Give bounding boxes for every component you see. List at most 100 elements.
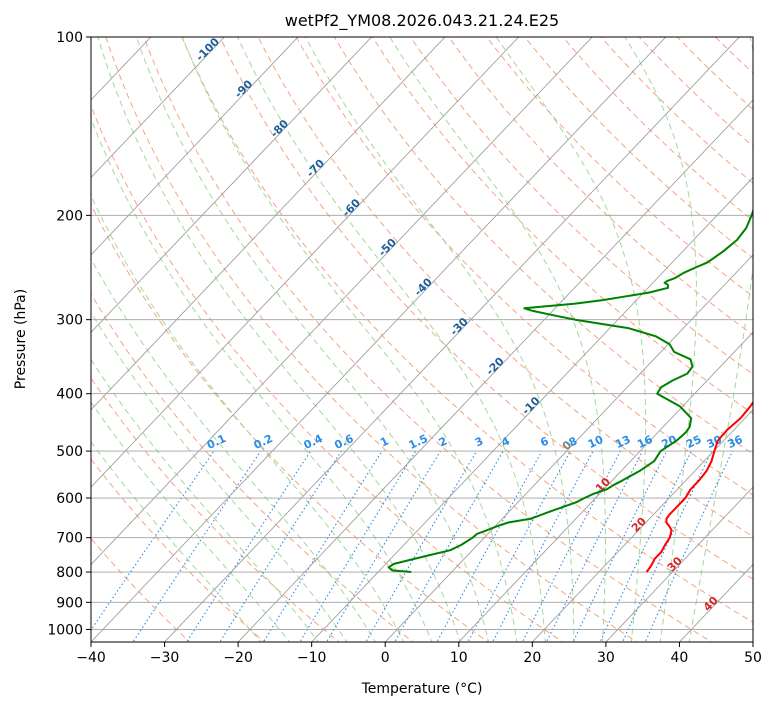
y-tick-label: 200: [56, 208, 83, 224]
isotherm-line: [91, 37, 520, 488]
y-tick-label: 600: [56, 491, 83, 507]
mixing-ratio-line: [132, 450, 262, 642]
x-tick-label: −30: [150, 650, 180, 666]
isotherm-line: [163, 37, 740, 642]
dry-adiabat: [143, 37, 713, 642]
mixing-ratio-label: 36: [725, 433, 745, 451]
y-tick-label: 900: [56, 595, 83, 611]
mixing-ratio-line: [394, 450, 504, 642]
plot-frame: [90, 36, 754, 643]
mixing-ratio-line: [599, 450, 692, 642]
mixing-ratio-line: [185, 450, 312, 642]
x-tick-label: 30: [597, 650, 615, 666]
moist-adiabat: [181, 37, 518, 642]
isotherm-line: [237, 99, 753, 642]
isotherm-label: 20: [629, 514, 649, 534]
dry-adiabat: [676, 37, 753, 111]
mixing-ratio-line: [365, 450, 478, 642]
mixing-ratio-line: [436, 450, 543, 642]
isotherm-line: [384, 254, 753, 642]
isotherm-line: [91, 37, 373, 333]
isotherm-label: 30: [665, 554, 685, 574]
mixing-ratio-label: 25: [684, 433, 703, 451]
dry-adiabat: [257, 37, 753, 538]
isotherm-label: -10: [519, 394, 542, 417]
x-tick-label: 40: [671, 650, 689, 666]
dry-adiabat: [448, 37, 753, 336]
x-tick-label: 50: [744, 650, 762, 666]
dry-adiabat: [714, 37, 753, 74]
mixing-ratio-label: 13: [613, 433, 632, 451]
isotherm-label: -40: [412, 275, 435, 298]
mixing-ratio-label: 3: [473, 434, 485, 449]
dry-adiabat: [91, 104, 564, 642]
isotherm-label: -80: [268, 117, 291, 140]
isotherm-label: 40: [701, 594, 721, 614]
mixing-ratio-line: [326, 450, 441, 642]
x-tick-label: 20: [523, 650, 541, 666]
isotherm-label: -70: [304, 156, 327, 179]
isotherm-label: -90: [232, 77, 255, 100]
dry-adiabat: [752, 37, 753, 38]
isotherm-line: [91, 37, 593, 566]
mixing-ratio-label: 4: [499, 434, 512, 449]
mixing-ratio-line: [262, 450, 383, 642]
isotherm-line: [531, 409, 753, 642]
mixing-ratio-line: [644, 450, 734, 642]
x-tick-label: 0: [381, 650, 390, 666]
mixing-ratio-line: [219, 450, 342, 642]
mixing-ratio-lines: [91, 450, 734, 642]
y-tick-label: 700: [56, 531, 83, 547]
isotherm-label: -60: [340, 196, 363, 219]
moist-adiabat: [91, 441, 262, 642]
isotherm-line: [311, 176, 753, 642]
mixing-ratio-label: 1: [378, 434, 390, 449]
y-tick-label: 800: [56, 565, 83, 581]
isotherm-label: -100: [193, 35, 222, 64]
dry-adiabat: [333, 37, 753, 455]
dry-adiabat: [91, 458, 266, 642]
y-tick-label: 100: [56, 30, 83, 46]
mixing-ratio-label: 0.2: [252, 432, 275, 452]
isotherm-line: [91, 37, 226, 179]
mixing-ratio-label: 2: [437, 434, 449, 449]
moist-adiabat: [91, 257, 376, 642]
isotherms: [91, 37, 753, 642]
x-tick-label: 10: [450, 650, 468, 666]
x-axis-label: Temperature (°C): [361, 681, 483, 697]
mixing-ratio-line: [545, 450, 643, 642]
isobars: [91, 37, 753, 630]
dry-adiabat: [371, 37, 753, 415]
moist-adiabat: [91, 117, 433, 642]
y-axis: 100 200 300 400 500 600 700 800 900 1000: [47, 30, 91, 638]
dry-adiabat: [410, 37, 753, 375]
mixing-ratio-line: [91, 450, 215, 631]
isotherm-line: [752, 641, 753, 642]
mixing-ratio-label: 16: [635, 433, 655, 451]
mixing-ratio-label: 0.4: [302, 432, 325, 452]
isotherm-label: -30: [448, 315, 471, 338]
mixing-ratio-line: [572, 450, 668, 642]
isotherm-line: [458, 331, 753, 642]
y-tick-label: 1000: [47, 622, 83, 638]
dry-adiabat: [105, 37, 639, 642]
moist-adiabats: [91, 37, 753, 642]
temperature-profile: [645, 400, 753, 573]
mixing-ratio-line: [621, 450, 713, 642]
mixing-ratio-label: 20: [660, 433, 680, 451]
mixing-ratio-line: [492, 450, 594, 642]
isotherm-line: [91, 37, 446, 411]
dry-adiabat: [181, 37, 753, 623]
moist-adiabat: [688, 37, 753, 642]
x-tick-label: −20: [223, 650, 253, 666]
isotherm-line: [605, 486, 753, 642]
mixing-ratio-label: 0.6: [332, 432, 355, 452]
dry-adiabat: [295, 37, 753, 496]
y-tick-label: 500: [56, 444, 83, 460]
dry-adiabat: [91, 377, 340, 642]
mixing-ratio-label: 10: [586, 433, 606, 451]
dry-adiabat: [486, 37, 753, 298]
moist-adiabat: [91, 401, 291, 642]
mixing-ratio-line: [521, 450, 621, 642]
